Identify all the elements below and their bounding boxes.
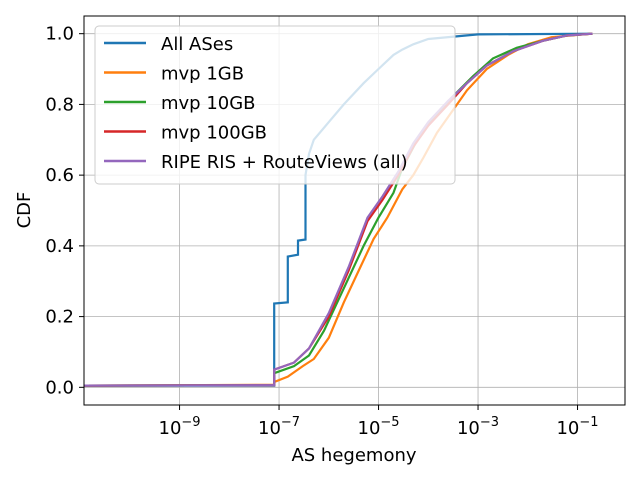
legend-label: mvp 1GB [161, 64, 244, 85]
legend-label: mvp 10GB [161, 93, 256, 114]
y-tick-label: 0.0 [45, 377, 74, 398]
y-axis-label: CDF [14, 192, 35, 229]
x-axis-label: AS hegemony [291, 445, 416, 466]
x-tick-label: 10−7 [258, 415, 300, 439]
x-tick-label: 10−5 [358, 415, 400, 439]
y-tick-label: 0.6 [45, 165, 74, 186]
y-tick-label: 0.2 [45, 307, 74, 328]
legend-label: RIPE RIS + RouteViews (all) [161, 152, 408, 173]
plot-frame [83, 15, 626, 406]
legend-label: mvp 100GB [161, 123, 267, 144]
legend-box [94, 25, 456, 185]
y-tick-label: 0.8 [45, 94, 74, 115]
ticks: 10−9 10−7 10−5 10−3 10−1 0.0 0.2 0.4 0.6 0.8 1.0 [45, 24, 598, 439]
x-tick-label: 10−9 [159, 415, 201, 439]
legend: All ASes mvp 1GB mvp 10GB mvp 100GB RIPE RIS… [94, 25, 456, 185]
series-line-mvp-1gb [83, 32, 593, 387]
x-tick-label: 10−1 [556, 415, 598, 439]
y-tick-label: 1.0 [45, 24, 74, 45]
y-tick-label: 0.4 [45, 236, 74, 257]
x-tick-label: 10−3 [457, 415, 499, 439]
legend-label: All ASes [161, 34, 233, 55]
